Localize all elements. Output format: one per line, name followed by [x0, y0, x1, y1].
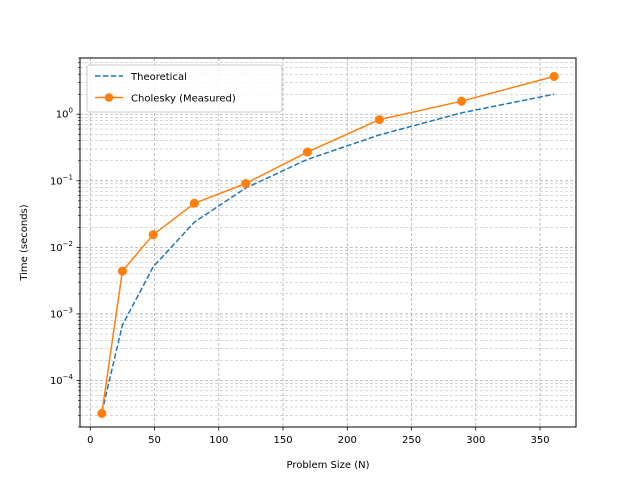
data-point: [457, 96, 467, 106]
y-tick-label: 10−1: [50, 173, 73, 187]
x-tick-label: 300: [466, 435, 485, 446]
x-tick-label: 0: [87, 435, 93, 446]
legend-label-1: Theoretical: [130, 72, 187, 83]
y-tick-label: 10−2: [50, 240, 73, 254]
data-point: [148, 230, 158, 240]
y-tick-label: 10−4: [50, 373, 74, 387]
x-tick-label: 250: [402, 435, 421, 446]
y-tick-label: 100: [56, 107, 73, 121]
plot-frame: [79, 57, 577, 428]
data-point: [97, 408, 107, 418]
data-point: [374, 115, 384, 125]
series-layer: [97, 71, 559, 418]
x-tick-label: 50: [148, 435, 161, 446]
ticks: 0 50 100 150 200 250 300 350 10−4 10−3 10−2 10−1 100: [50, 57, 550, 446]
y-axis-label: Time (seconds): [19, 204, 30, 281]
x-tick-label: 350: [530, 435, 549, 446]
data-point: [189, 198, 199, 208]
legend-label-2: Cholesky (Measured): [131, 94, 236, 105]
data-point: [549, 71, 559, 81]
legend: Theoretical Cholesky (Measured): [86, 64, 283, 113]
data-point: [117, 266, 127, 276]
y-tick-label: 10−3: [50, 306, 73, 320]
legend-marker-2: [104, 93, 114, 102]
legend-box: [86, 64, 283, 113]
data-point: [302, 147, 312, 157]
x-tick-label: 200: [338, 435, 357, 446]
x-axis-label: Problem Size (N): [286, 460, 369, 471]
x-tick-label: 100: [209, 435, 228, 446]
data-point: [241, 178, 251, 189]
plot-area: [80, 58, 576, 427]
x-tick-label: 150: [273, 435, 292, 446]
